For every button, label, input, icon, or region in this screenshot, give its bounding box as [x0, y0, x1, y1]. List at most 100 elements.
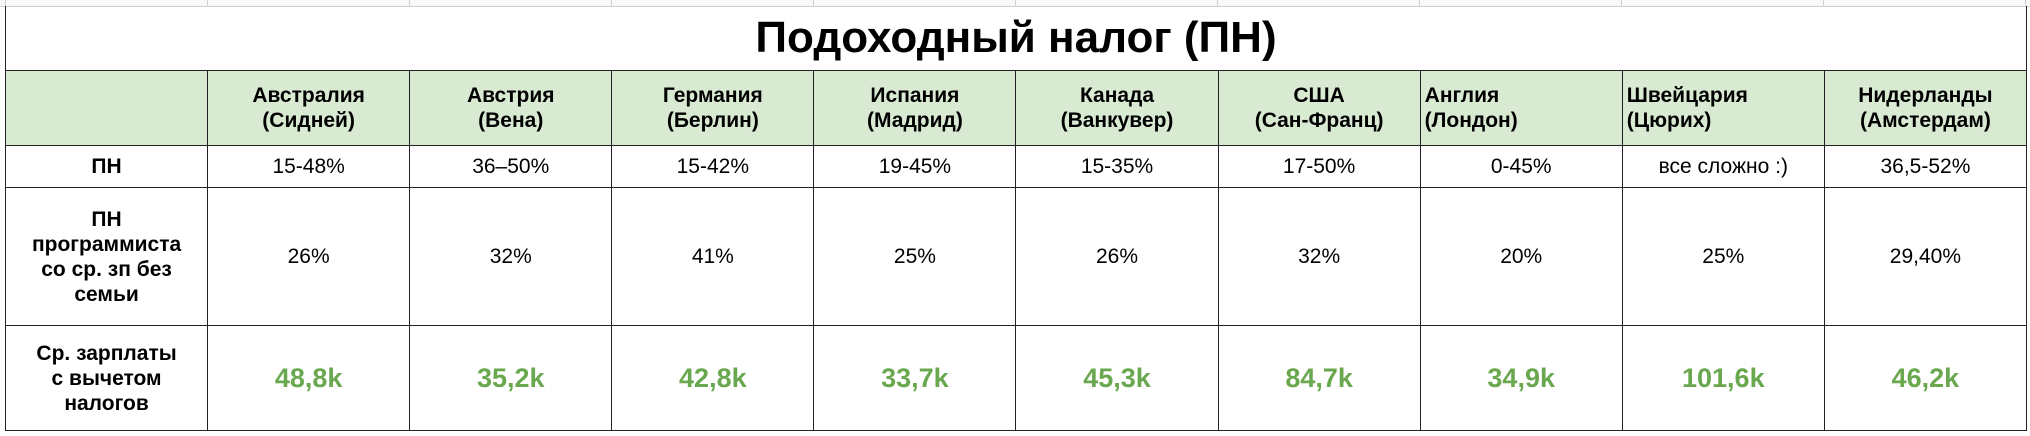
- cell: 29,40%: [1823, 187, 2028, 326]
- cell: 35,2k: [409, 325, 613, 431]
- cell-value: 0-45%: [1490, 155, 1552, 178]
- sheet-gridline: [1015, 0, 1016, 6]
- cell-value: 32%: [489, 245, 532, 268]
- data-row: ПН 15-48% 36–50% 15-42% 19-45% 15-35% 17-50% 0-…: [4, 145, 2028, 188]
- city: (Мадрид): [867, 109, 963, 132]
- table-title: Подоходный налог (ПН): [5, 6, 2027, 71]
- data-row: ПН программиста со ср. зп без семьи 26% 32% 41…: [4, 187, 2028, 326]
- cell-value: 36–50%: [472, 155, 550, 178]
- sheet-gridline: [1217, 0, 1218, 6]
- cell-value: 19-45%: [878, 155, 952, 178]
- cell-value: 33,7k: [881, 362, 949, 393]
- row-label-line: налогов: [64, 391, 149, 415]
- city: (Сидней): [262, 109, 355, 132]
- cell-value: 42,8k: [679, 362, 747, 393]
- column-header: США (Сан-Франц): [1217, 70, 1421, 146]
- cell-value: 25%: [1702, 245, 1745, 268]
- column-header: Австралия (Сидней): [207, 70, 411, 146]
- cell: все сложно :): [1621, 145, 1825, 188]
- cell: 36–50%: [409, 145, 613, 188]
- city: (Берлин): [666, 109, 759, 132]
- country: Англия: [1424, 84, 1500, 107]
- cell: 33,7k: [813, 325, 1017, 431]
- cell-value: 25%: [893, 245, 936, 268]
- cell-value: 26%: [287, 245, 330, 268]
- data-row: Ср. зарплаты с вычетом налогов 48,8k 35,2k 42…: [4, 325, 2028, 431]
- row-label: ПН: [4, 145, 209, 188]
- cell-value: 15-35%: [1080, 155, 1154, 178]
- row-label-line: семьи: [74, 282, 139, 306]
- cell: 25%: [1621, 187, 1825, 326]
- cell-value: 84,7k: [1285, 362, 1353, 393]
- cell: 42,8k: [611, 325, 815, 431]
- cell-value: 15-48%: [272, 155, 345, 178]
- cell: 32%: [409, 187, 613, 326]
- cell: 36,5-52%: [1823, 145, 2028, 188]
- cell: 32%: [1217, 187, 1421, 326]
- country: США: [1293, 84, 1345, 107]
- sheet-gridline: [5, 0, 6, 6]
- country: Канада: [1079, 84, 1155, 107]
- cell-value: 20%: [1500, 245, 1543, 268]
- cell-value: 48,8k: [274, 362, 343, 393]
- row-label: Ср. зарплаты с вычетом налогов: [4, 325, 209, 431]
- cell: 17-50%: [1217, 145, 1421, 188]
- cell: 46,2k: [1823, 325, 2028, 431]
- row-label-line: со ср. зп без: [41, 257, 172, 281]
- country: Австрия: [466, 84, 555, 107]
- cell: 101,6k: [1621, 325, 1825, 431]
- cell-value: 36,5-52%: [1880, 155, 1971, 178]
- row-label-line: программиста: [31, 232, 182, 256]
- cell-value: 29,40%: [1889, 245, 1962, 268]
- cell: 25%: [813, 187, 1017, 326]
- row-label-line: Ср. зарплаты: [36, 341, 177, 365]
- city: (Ванкувер): [1060, 109, 1174, 132]
- header-row: Австралия (Сидней) Австрия (Вена) Германия (Б…: [4, 70, 2028, 146]
- country: Германия: [662, 84, 763, 107]
- cell: 84,7k: [1217, 325, 1421, 431]
- sheet-gridline: [1419, 0, 1420, 6]
- sheet-gridline: [1621, 0, 1622, 6]
- sheet-gridline: [611, 0, 612, 6]
- cell: 15-35%: [1015, 145, 1219, 188]
- cell: 48,8k: [207, 325, 411, 431]
- row-label-line: ПН: [91, 155, 122, 178]
- sheet-gridline: [813, 0, 814, 6]
- column-header: Швейцария (Цюрих): [1621, 70, 1825, 146]
- row-label-line: с вычетом: [51, 366, 162, 390]
- column-header: Англия (Лондон): [1419, 70, 1623, 146]
- cell-value: 34,9k: [1487, 362, 1555, 393]
- cell: 41%: [611, 187, 815, 326]
- cell: 19-45%: [813, 145, 1017, 188]
- cell-value: 26%: [1096, 245, 1139, 268]
- cell-value: все сложно :): [1658, 155, 1788, 178]
- title-row: Подоходный налог (ПН): [5, 6, 2027, 71]
- row-label-line: ПН: [91, 207, 122, 231]
- title-text: Подоходный налог (ПН): [755, 13, 1277, 62]
- cell-value: 17-50%: [1282, 155, 1356, 178]
- city: (Цюрих): [1626, 109, 1712, 132]
- cell-value: 15-42%: [676, 155, 750, 178]
- cell-value: 45,3k: [1083, 362, 1151, 393]
- cell-value: 46,2k: [1891, 362, 1960, 393]
- cell-value: 32%: [1298, 245, 1341, 268]
- sheet-gridline: [2025, 0, 2026, 6]
- country: Австралия: [252, 84, 365, 107]
- cell: 26%: [1015, 187, 1219, 326]
- cell-value: 101,6k: [1682, 362, 1765, 393]
- tax-table: Подоходный налог (ПН) Австралия (Сидней) Ав…: [4, 6, 2028, 431]
- city: (Амстердам): [1859, 109, 1991, 132]
- cell: 20%: [1419, 187, 1623, 326]
- corner-cell: [4, 70, 209, 146]
- cell: 34,9k: [1419, 325, 1623, 431]
- column-header: Канада (Ванкувер): [1015, 70, 1219, 146]
- column-header: Испания (Мадрид): [813, 70, 1017, 146]
- row-label: ПН программиста со ср. зп без семьи: [4, 187, 209, 326]
- city: (Вена): [478, 109, 544, 132]
- sheet-gridline: [207, 0, 208, 6]
- cell: 0-45%: [1419, 145, 1623, 188]
- sheet-gridline: [1823, 0, 1824, 6]
- cell: 26%: [207, 187, 411, 326]
- column-header: Нидерланды (Амстердам): [1823, 70, 2028, 146]
